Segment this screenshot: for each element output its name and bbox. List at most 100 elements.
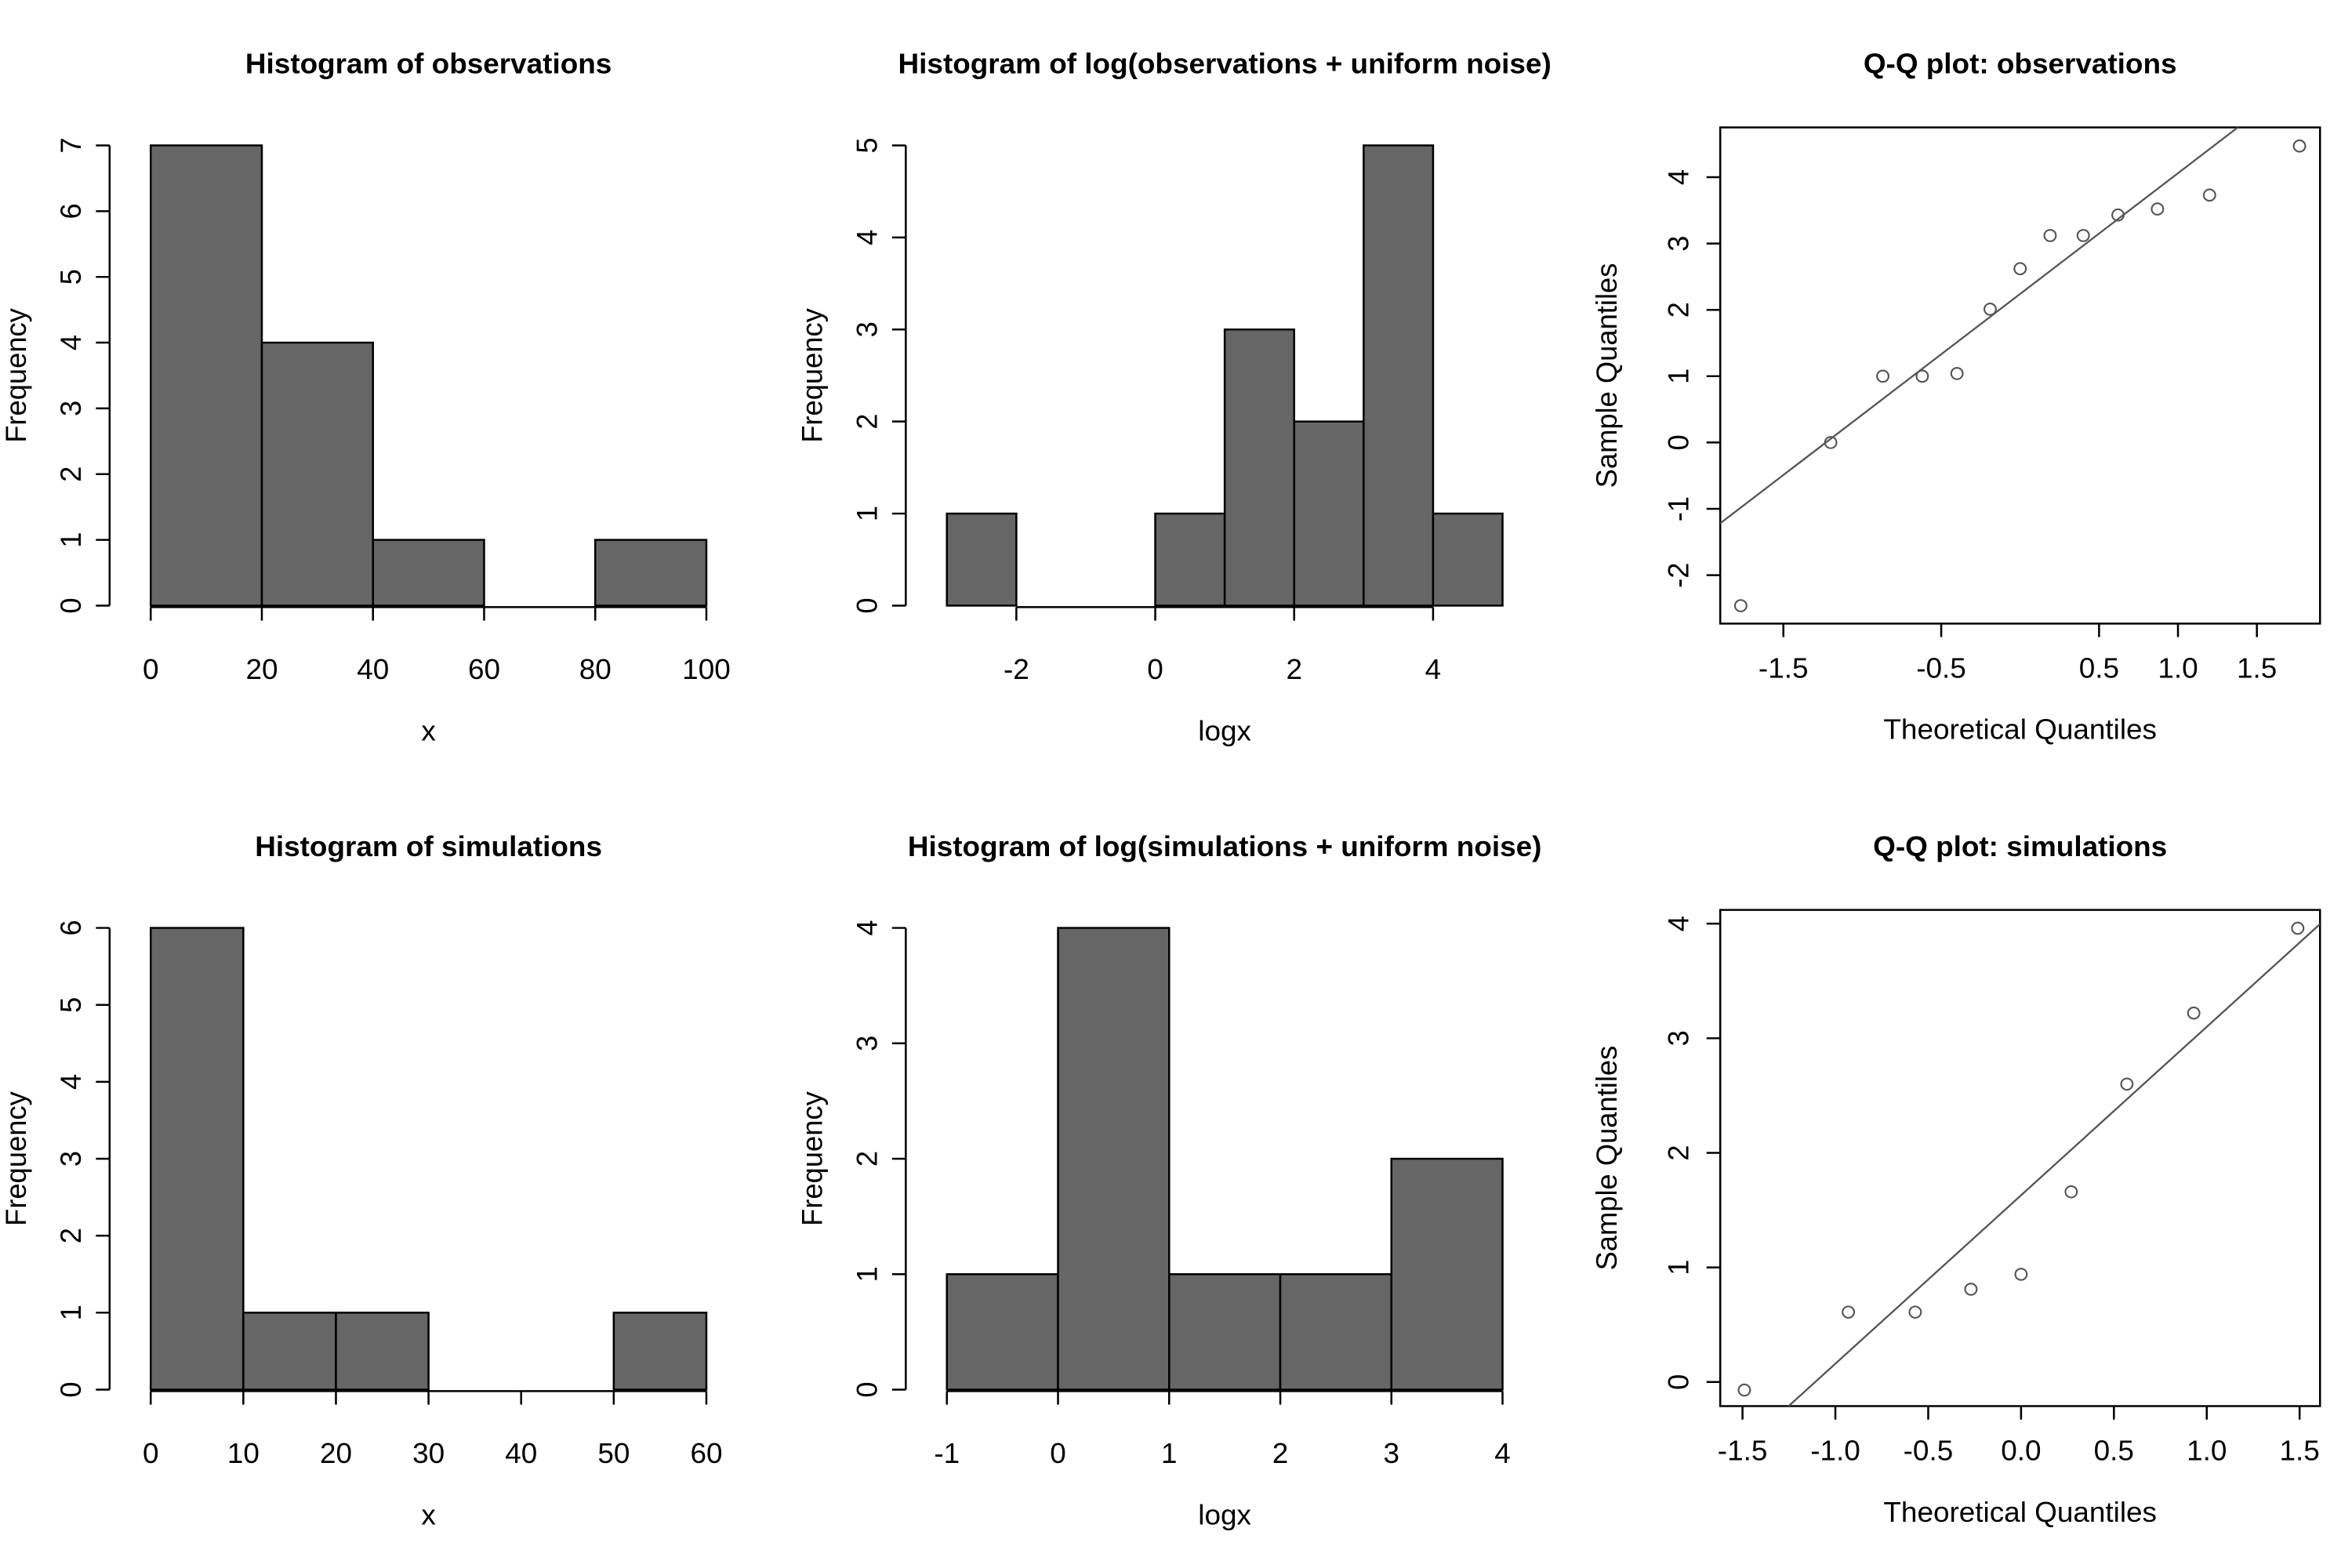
y-tick-label: 2 xyxy=(851,414,883,430)
bar xyxy=(1432,512,1504,607)
y-tick-label: 2 xyxy=(1662,302,1694,318)
x-tick-label: -1.5 xyxy=(1718,1435,1768,1467)
y-tick-label: 0 xyxy=(55,597,87,613)
bar xyxy=(612,1312,708,1391)
bar xyxy=(946,512,1018,607)
x-tick-label: 1.5 xyxy=(2237,652,2277,684)
y-tick-label: 0 xyxy=(851,1381,883,1397)
y-tick-label: 5 xyxy=(55,997,87,1013)
bar xyxy=(1363,144,1435,607)
x-tick-label: -1.5 xyxy=(1759,652,1809,684)
plot-box xyxy=(1719,126,2321,625)
bar xyxy=(593,539,708,607)
y-tick-label: 5 xyxy=(851,137,883,153)
bar xyxy=(149,927,245,1391)
y-tick-label: 1 xyxy=(1662,368,1694,384)
point xyxy=(1964,1283,1978,1296)
point xyxy=(2111,208,2125,222)
y-tick-label: 3 xyxy=(851,321,883,337)
point xyxy=(1733,599,1748,612)
point xyxy=(2202,188,2216,202)
bar xyxy=(1390,1157,1504,1391)
panel: Histogram of observations 0 20 40 60 80 100 0 1 2… xyxy=(0,48,731,747)
y-tick-label: 4 xyxy=(851,920,883,935)
bar xyxy=(1168,1272,1282,1391)
x-tick-label: -2 xyxy=(1004,653,1029,685)
x-tick-label: 100 xyxy=(682,653,731,685)
chart-title: Q-Q plot: observations xyxy=(1864,48,2177,80)
bar xyxy=(372,539,485,607)
x-tick-label: 40 xyxy=(357,653,389,685)
y-axis-label: Sample Quantiles xyxy=(1591,263,1623,488)
point xyxy=(2076,229,2090,242)
qq-line xyxy=(1720,127,2240,524)
x-tick-label: 4 xyxy=(1494,1437,1511,1469)
y-tick-label: 1 xyxy=(851,506,883,521)
x-tick-label: 80 xyxy=(579,653,612,685)
x-tick-label: 0 xyxy=(1050,1437,1066,1469)
bar xyxy=(1279,1272,1393,1391)
y-tick-label: -1 xyxy=(1662,496,1694,521)
point xyxy=(1908,1305,1922,1319)
y-tick-label: 7 xyxy=(55,137,87,153)
y-tick-label: 3 xyxy=(55,1151,87,1167)
x-tick-label: 0 xyxy=(1147,653,1163,685)
y-tick-label: -2 xyxy=(1662,562,1694,587)
x-axis-label: Theoretical Quantiles xyxy=(1883,1496,2157,1528)
x-tick-label: 2 xyxy=(1286,653,1302,685)
x-tick-label: 0 xyxy=(143,1437,159,1469)
point xyxy=(2013,262,2027,276)
bar xyxy=(242,1312,337,1391)
x-axis-label: x xyxy=(421,1499,435,1531)
point xyxy=(1915,369,1929,383)
y-axis-label: Frequency xyxy=(796,1091,828,1226)
panel: Histogram of log(simulations + uniform n… xyxy=(796,830,1541,1530)
y-tick-label: 2 xyxy=(55,1228,87,1243)
x-axis-label: logx xyxy=(1198,1499,1251,1531)
x-tick-label: 60 xyxy=(690,1437,722,1469)
point xyxy=(1950,367,1964,380)
y-tick-label: 4 xyxy=(1662,916,1694,931)
y-tick-label: 5 xyxy=(55,269,87,285)
y-tick-label: 3 xyxy=(1662,235,1694,251)
chart-title: Histogram of simulations xyxy=(255,830,602,862)
bar xyxy=(1293,420,1365,607)
y-axis-label: Frequency xyxy=(0,307,32,442)
x-tick-label: -0.5 xyxy=(1916,652,1966,684)
x-tick-label: 1.0 xyxy=(2187,1435,2227,1467)
point xyxy=(2187,1006,2201,1020)
panel: Q-Q plot: simulations -1.5 -1.0 -0.5 0.0 0.5 1… xyxy=(1591,830,2321,1528)
y-tick-label: 1 xyxy=(1662,1260,1694,1276)
point xyxy=(1824,436,1838,449)
y-tick-label: 3 xyxy=(55,401,87,416)
x-tick-label: 3 xyxy=(1383,1437,1399,1469)
y-tick-label: 0 xyxy=(1662,1374,1694,1390)
x-tick-label: 4 xyxy=(1425,653,1442,685)
y-tick-label: 4 xyxy=(851,230,883,245)
bar xyxy=(335,1312,430,1391)
x-tick-label: -1.0 xyxy=(1810,1435,1860,1467)
x-tick-label: 0.5 xyxy=(2094,1435,2134,1467)
x-tick-label: 30 xyxy=(412,1437,445,1469)
chart-title: Histogram of observations xyxy=(245,48,612,80)
y-tick-label: 0 xyxy=(55,1381,87,1397)
panel: Histogram of simulations 0 10 20 30 40 50 60 0 1 2… xyxy=(0,830,722,1530)
y-tick-label: 1 xyxy=(55,532,87,548)
x-tick-label: 1.0 xyxy=(2158,652,2198,684)
chart-title: Histogram of log(observations + uniform … xyxy=(898,48,1552,80)
panel: Histogram of log(observations + uniform … xyxy=(796,48,1551,747)
x-tick-label: 20 xyxy=(245,653,278,685)
y-tick-label: 6 xyxy=(55,203,87,219)
point xyxy=(1984,303,1997,316)
point xyxy=(2151,202,2165,216)
point xyxy=(1737,1383,1751,1397)
x-axis-label: x xyxy=(421,715,435,747)
bar xyxy=(1154,512,1226,607)
y-axis-label: Frequency xyxy=(796,307,828,442)
point xyxy=(2014,1268,2028,1281)
bar xyxy=(260,341,374,607)
x-tick-label: 0.5 xyxy=(2079,652,2119,684)
point xyxy=(2064,1185,2078,1199)
